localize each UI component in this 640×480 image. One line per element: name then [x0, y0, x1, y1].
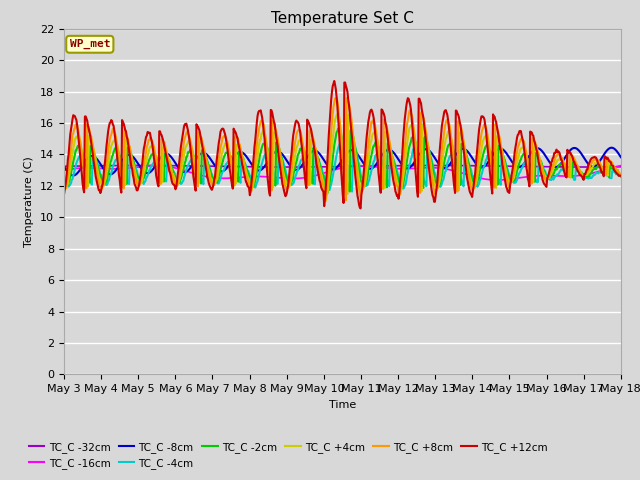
TC_C -4cm — [70, 170, 78, 176]
TC_C +8cm — [184, 130, 192, 136]
TC_C -16cm — [494, 177, 502, 183]
TC_C -2cm — [412, 140, 419, 145]
TC_C -4cm — [127, 157, 135, 163]
TC_C -16cm — [428, 165, 435, 170]
TC_C +8cm — [60, 185, 68, 191]
Line: TC_C -4cm: TC_C -4cm — [64, 143, 621, 192]
TC_C +12cm — [70, 113, 78, 119]
TC_C -2cm — [70, 156, 78, 161]
TC_C +12cm — [214, 152, 221, 158]
TC_C -2cm — [184, 149, 192, 155]
Line: TC_C +8cm: TC_C +8cm — [64, 97, 621, 202]
TC_C -32cm — [214, 164, 222, 169]
Title: Temperature Set C: Temperature Set C — [271, 11, 414, 26]
TC_C -16cm — [152, 163, 160, 168]
TC_C +8cm — [70, 126, 78, 132]
TC_C +4cm — [322, 193, 330, 199]
TC_C -2cm — [127, 152, 135, 157]
TC_C +12cm — [428, 189, 436, 194]
TC_C +4cm — [214, 176, 221, 182]
TC_C -4cm — [617, 174, 625, 180]
TC_C +4cm — [428, 169, 436, 175]
TC_C +4cm — [412, 139, 419, 145]
TC_C +8cm — [321, 199, 329, 204]
TC_C -16cm — [127, 165, 135, 171]
TC_C +8cm — [214, 165, 221, 171]
X-axis label: Time: Time — [329, 400, 356, 409]
TC_C -2cm — [214, 179, 221, 185]
TC_C -32cm — [411, 163, 419, 168]
TC_C +12cm — [412, 169, 419, 175]
TC_C +12cm — [330, 78, 338, 84]
TC_C -16cm — [185, 169, 193, 175]
TC_C +12cm — [617, 173, 625, 179]
Y-axis label: Temperature (C): Temperature (C) — [24, 156, 35, 247]
TC_C +4cm — [60, 182, 68, 188]
Legend: TC_C -32cm, TC_C -16cm, TC_C -8cm, TC_C -4cm, TC_C -2cm, TC_C +4cm, TC_C +8cm, T: TC_C -32cm, TC_C -16cm, TC_C -8cm, TC_C … — [25, 437, 552, 473]
TC_C +8cm — [333, 95, 340, 100]
TC_C -32cm — [185, 163, 193, 169]
TC_C -32cm — [127, 163, 135, 168]
TC_C -32cm — [580, 164, 588, 170]
TC_C -32cm — [60, 163, 68, 169]
TC_C -8cm — [70, 173, 77, 179]
TC_C -32cm — [617, 164, 625, 170]
TC_C -16cm — [214, 175, 222, 181]
Line: TC_C +4cm: TC_C +4cm — [64, 114, 621, 196]
Line: TC_C -8cm: TC_C -8cm — [64, 148, 621, 176]
TC_C -8cm — [214, 167, 222, 172]
Text: WP_met: WP_met — [70, 39, 110, 49]
Line: TC_C -2cm: TC_C -2cm — [64, 129, 621, 193]
Line: TC_C +12cm: TC_C +12cm — [64, 81, 621, 208]
TC_C +4cm — [617, 171, 625, 177]
TC_C -16cm — [60, 168, 68, 173]
TC_C -8cm — [617, 154, 625, 160]
TC_C -4cm — [348, 189, 356, 194]
TC_C -32cm — [134, 163, 142, 168]
TC_C -8cm — [128, 153, 136, 159]
TC_C -4cm — [60, 171, 68, 177]
TC_C +8cm — [617, 172, 625, 178]
TC_C +12cm — [127, 164, 135, 169]
TC_C +4cm — [70, 142, 78, 147]
TC_C -4cm — [428, 158, 436, 164]
TC_C +4cm — [127, 154, 135, 159]
TC_C -8cm — [71, 172, 79, 178]
TC_C -8cm — [411, 159, 419, 165]
TC_C -32cm — [70, 163, 78, 169]
TC_C -32cm — [428, 163, 435, 168]
TC_C -8cm — [607, 145, 615, 151]
TC_C -4cm — [214, 180, 221, 186]
TC_C +12cm — [60, 192, 68, 197]
Line: TC_C -32cm: TC_C -32cm — [64, 166, 621, 167]
TC_C -16cm — [411, 166, 419, 171]
TC_C +8cm — [412, 144, 419, 150]
TC_C +4cm — [333, 111, 341, 117]
TC_C -4cm — [337, 140, 345, 145]
Line: TC_C -16cm: TC_C -16cm — [64, 166, 621, 180]
TC_C -2cm — [617, 173, 625, 179]
TC_C -2cm — [334, 126, 342, 132]
TC_C -2cm — [60, 178, 68, 183]
TC_C +12cm — [184, 127, 192, 133]
TC_C +12cm — [356, 205, 364, 211]
TC_C +8cm — [127, 154, 135, 160]
TC_C -8cm — [185, 167, 193, 173]
TC_C -4cm — [184, 163, 192, 168]
TC_C -16cm — [70, 166, 78, 171]
TC_C -8cm — [428, 150, 435, 156]
TC_C +8cm — [428, 174, 436, 180]
TC_C +4cm — [184, 140, 192, 145]
TC_C -4cm — [412, 145, 419, 151]
TC_C -8cm — [60, 164, 68, 169]
TC_C -16cm — [617, 163, 625, 168]
TC_C -2cm — [323, 191, 331, 196]
TC_C -2cm — [428, 162, 436, 168]
